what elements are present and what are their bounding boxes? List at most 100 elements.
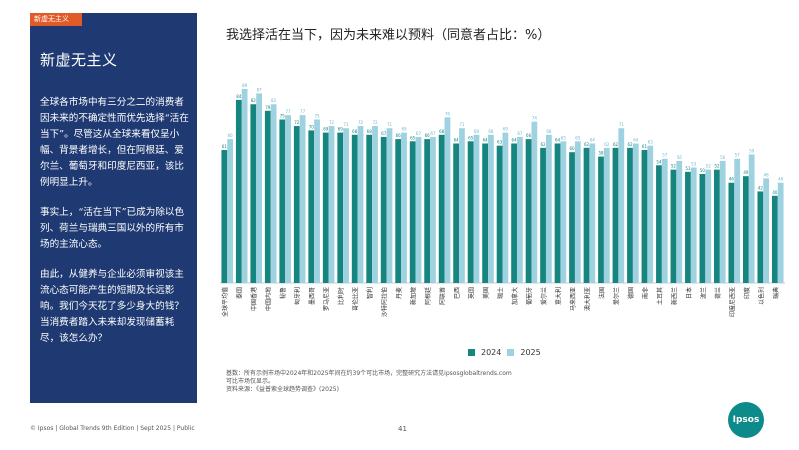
category-label-28: 德国 — [627, 287, 635, 299]
data-label-2024-23: 64 — [555, 137, 561, 142]
data-label-2025-11: 71 — [387, 122, 393, 127]
bar-2025-9 — [357, 126, 364, 283]
bar-2025-3 — [270, 104, 277, 283]
category-label-23: 意大利 — [554, 287, 562, 305]
data-label-2025-23: 65 — [561, 135, 567, 140]
sidebar-paragraph-3: 由此，从健养与企业必须审视该主流心态可能产生的短期及长远影响。我们今天花了多少身… — [40, 269, 184, 344]
data-label-2025-12: 69 — [401, 127, 407, 132]
data-label-2025-24: 65 — [575, 135, 581, 140]
data-label-2024-34: 52 — [714, 164, 720, 169]
bar-2024-10 — [366, 134, 373, 283]
category-label-36: 印度 — [743, 287, 751, 299]
bar-2025-28 — [632, 143, 639, 283]
note-base: 基数：所有示例市场中2024年和2025年间在约39个可比市场，完整研究方法请见… — [226, 370, 512, 377]
bar-2025-30 — [661, 158, 668, 283]
category-label-13: 新加坡 — [410, 287, 418, 305]
bar-2025-6 — [314, 119, 320, 283]
bar-2024-18 — [482, 143, 489, 283]
bar-2025-38 — [777, 182, 784, 283]
bar-2024-33 — [699, 174, 706, 283]
data-label-2024-20: 64 — [512, 137, 518, 142]
data-label-2024-19: 63 — [497, 140, 503, 145]
category-label-7: 罗马尼亚 — [323, 287, 331, 311]
data-label-2024-4: 75 — [280, 114, 286, 119]
bar-2025-0 — [227, 139, 234, 283]
data-label-2025-4: 77 — [286, 109, 292, 114]
bar-2024-7 — [322, 132, 329, 283]
category-label-24: 马来西亚 — [569, 287, 577, 311]
bar-2024-28 — [627, 147, 633, 283]
data-label-2025-32: 53 — [691, 161, 697, 166]
bar-2024-2 — [250, 104, 257, 283]
bar-2024-3 — [264, 110, 271, 283]
bar-2025-20 — [516, 136, 523, 283]
note-source: 资料来源：《益普索全球趋势调查》(2025) — [226, 386, 339, 393]
bar-2025-11 — [386, 128, 393, 283]
bar-2025-26 — [603, 147, 610, 283]
data-label-2024-12: 66 — [396, 133, 402, 138]
data-label-2025-20: 67 — [517, 131, 523, 136]
category-label-15: 阿联酋 — [439, 287, 447, 305]
category-label-30: 土耳其 — [656, 287, 664, 305]
category-label-37: 以色列 — [757, 287, 765, 305]
bar-2025-34 — [719, 160, 726, 283]
data-label-2025-25: 64 — [590, 137, 596, 142]
bar-2024-8 — [337, 132, 344, 283]
data-label-2025-3: 82 — [271, 98, 277, 103]
data-label-2024-16: 64 — [454, 137, 460, 142]
data-label-2024-22: 62 — [541, 142, 547, 147]
category-label-21: 葡萄牙 — [525, 287, 533, 305]
data-label-2024-33: 50 — [700, 168, 706, 173]
bar-2024-21 — [525, 139, 532, 283]
bar-2025-5 — [299, 115, 306, 283]
data-label-2025-15: 76 — [445, 111, 451, 116]
bar-2025-1 — [241, 88, 248, 283]
bar-2024-23 — [554, 143, 561, 283]
data-label-2024-30: 54 — [656, 159, 662, 164]
data-label-2024-31: 52 — [671, 164, 677, 169]
chart-legend: 2024 2025 — [468, 348, 541, 357]
data-label-2024-3: 79 — [265, 105, 271, 110]
footer-copyright: © Ipsos | Global Trends 9th Edition | Se… — [30, 425, 195, 432]
bar-2025-36 — [748, 154, 755, 283]
data-label-2025-10: 72 — [372, 120, 378, 125]
bar-2024-30 — [656, 165, 662, 283]
data-label-2025-31: 56 — [677, 155, 683, 160]
bar-2024-31 — [670, 169, 677, 283]
data-label-2025-27: 71 — [619, 122, 625, 127]
data-label-2024-15: 68 — [439, 129, 445, 134]
bar-2024-22 — [540, 147, 546, 283]
category-label-22: 爱尔兰 — [540, 287, 548, 305]
data-label-2025-36: 59 — [749, 148, 755, 153]
category-label-8: 比利时 — [337, 287, 345, 305]
category-label-38: 瑞典 — [772, 287, 780, 299]
data-label-2025-6: 75 — [315, 114, 321, 119]
bar-2025-22 — [545, 134, 552, 283]
bar-2025-10 — [372, 126, 378, 283]
category-label-12: 丹麦 — [395, 287, 403, 299]
category-label-14: 阿根廷 — [424, 287, 432, 305]
bar-2024-35 — [728, 182, 735, 283]
category-label-9: 哥伦比亚 — [352, 287, 360, 311]
bar-2024-5 — [293, 126, 300, 283]
bar-2024-1 — [235, 99, 242, 283]
bar-2025-18 — [488, 134, 494, 283]
bar-2025-24 — [574, 141, 581, 283]
category-label-34: 荷兰 — [714, 287, 722, 299]
bar-2024-13 — [409, 141, 416, 283]
bar-2025-16 — [459, 128, 465, 283]
data-label-2024-37: 42 — [758, 185, 764, 190]
chart-notes: 基数：所有示例市场中2024年和2025年间在约39个可比市场，完整研究方法请见… — [226, 370, 606, 394]
bar-2024-29 — [641, 150, 648, 283]
category-label-20: 加拿大 — [511, 287, 519, 305]
data-label-2024-27: 62 — [613, 142, 619, 147]
data-label-2024-32: 51 — [685, 166, 691, 171]
bar-2025-35 — [734, 158, 741, 283]
data-label-2025-26: 62 — [604, 142, 610, 147]
data-label-2025-30: 57 — [662, 153, 668, 158]
category-label-2: 中国香港 — [250, 287, 258, 311]
bar-2024-15 — [438, 134, 445, 283]
bar-2024-16 — [453, 143, 460, 283]
data-label-2025-18: 68 — [488, 129, 494, 134]
data-label-2025-5: 77 — [300, 109, 306, 114]
